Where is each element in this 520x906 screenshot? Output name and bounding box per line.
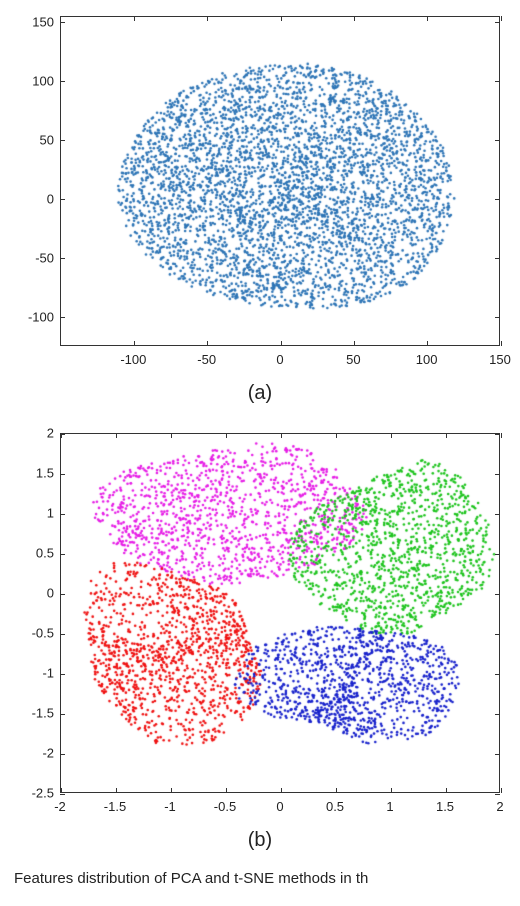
panel-b: -2-1.5-1-0.500.511.52-2.5-2-1.5-1-0.500.… xyxy=(0,423,520,823)
y-tick-label: 100 xyxy=(32,73,54,88)
y-tick-label: 50 xyxy=(40,132,54,147)
x-tick-label: 2 xyxy=(496,799,503,814)
x-tick-label: -0.5 xyxy=(214,799,236,814)
y-tick-label: -2.5 xyxy=(32,786,54,801)
y-tick-label: -2 xyxy=(42,746,54,761)
x-tick-label: 1 xyxy=(386,799,393,814)
scatter-canvas xyxy=(61,434,501,794)
y-tick-label: -1.5 xyxy=(32,706,54,721)
y-tick-label: 0 xyxy=(47,191,54,206)
y-tick-label: 0 xyxy=(47,586,54,601)
x-tick-label: -1.5 xyxy=(104,799,126,814)
panel-a: -100 -50 0 50 100 150 -100 -50 0 50 100 150 xyxy=(0,6,520,376)
caption-b: (b) xyxy=(0,829,520,852)
x-tick-label: 0.5 xyxy=(326,799,344,814)
x-tick-label: 1.5 xyxy=(436,799,454,814)
x-tick-label: 150 xyxy=(489,352,511,367)
scatter-canvas xyxy=(61,17,501,347)
x-tick-label: -50 xyxy=(197,352,216,367)
x-tick-label: 0 xyxy=(276,352,283,367)
y-tick-label: -0.5 xyxy=(32,626,54,641)
y-tick-label: 1.5 xyxy=(36,466,54,481)
y-tick-label: 2 xyxy=(47,426,54,441)
plot-area xyxy=(60,16,500,346)
plot-area xyxy=(60,433,500,793)
page-root: -100-50050100150-100-50050100150 (a) -2-… xyxy=(0,0,520,893)
y-tick-label: 150 xyxy=(32,14,54,29)
y-tick-label: -50 xyxy=(35,250,54,265)
y-tick-label: -1 xyxy=(42,666,54,681)
x-tick-label: -1 xyxy=(164,799,176,814)
x-tick-label: -2 xyxy=(54,799,66,814)
y-tick-label: -100 xyxy=(28,309,54,324)
x-tick-label: -100 xyxy=(120,352,146,367)
x-tick-label: 50 xyxy=(346,352,360,367)
x-tick-label: 0 xyxy=(276,799,283,814)
caption-a: (a) xyxy=(0,382,520,405)
y-tick-label: 0.5 xyxy=(36,546,54,561)
y-tick-label: 1 xyxy=(47,506,54,521)
x-tick-label: 100 xyxy=(416,352,438,367)
bottom-caption: Features distribution of PCA and t-SNE m… xyxy=(0,870,520,893)
